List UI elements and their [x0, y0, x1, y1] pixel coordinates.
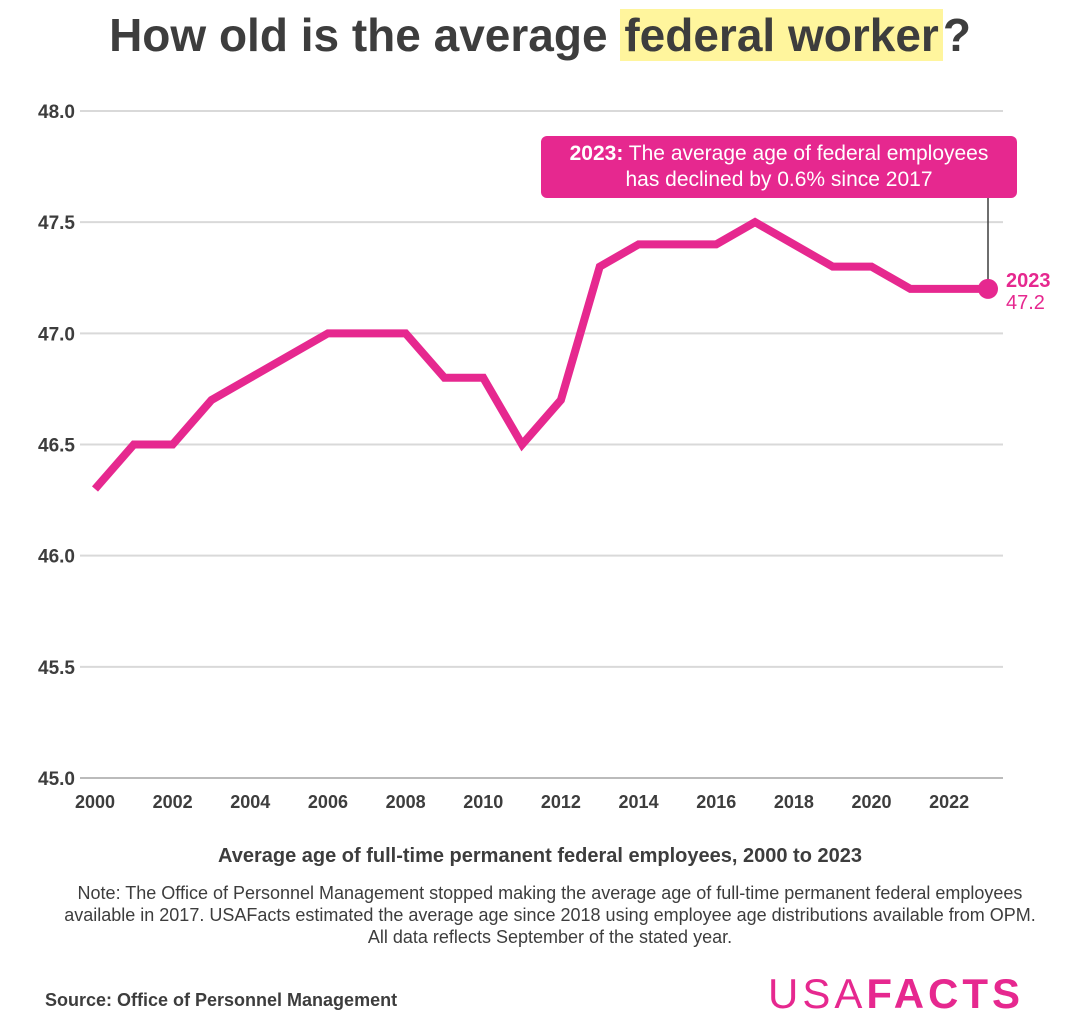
y-tick-label: 48.0 [38, 102, 75, 123]
x-tick-label: 2016 [696, 792, 736, 812]
x-tick-label: 2006 [308, 792, 348, 812]
x-tick-label: 2012 [541, 792, 581, 812]
y-tick-label: 45.0 [38, 769, 75, 790]
x-tick-label: 2010 [463, 792, 503, 812]
x-tick-label: 2020 [851, 792, 891, 812]
title-text: How old is the average [109, 9, 621, 61]
annotation-text: The average age of federal employees [628, 142, 989, 165]
line-chart: 45.0 45.5 46.0 46.5 47.0 47.5 48.0 2000 2002 200… [38, 102, 1051, 812]
source-text: Source: Office of Personnel Management [45, 990, 398, 1010]
annotation-box: 2023: The average age of federal employe… [541, 136, 1017, 198]
annotation-year: 2023: [569, 142, 624, 165]
chart-note: Note: The Office of Personnel Management… [64, 883, 1036, 947]
x-tick-label: 2000 [75, 792, 115, 812]
end-label-value: 47.2 [1006, 292, 1045, 314]
x-tick-label: 2008 [386, 792, 426, 812]
annotation-text-2: has declined by 0.6% since 2017 [625, 168, 933, 191]
series-line [91, 217, 988, 492]
x-tick-label: 2004 [230, 792, 270, 812]
x-tick-label: 2014 [619, 792, 659, 812]
x-tick-label: 2022 [929, 792, 969, 812]
y-tick-label: 46.5 [38, 436, 75, 457]
usafacts-logo: USAFACTS [768, 970, 1025, 1017]
x-tick-label: 2018 [774, 792, 814, 812]
title-end: ? [942, 9, 971, 61]
chart-title: How old is the average federal worker? [0, 8, 1080, 62]
x-tick-label: 2002 [153, 792, 193, 812]
y-tick-label: 47.0 [38, 324, 75, 345]
y-tick-label: 47.5 [38, 213, 75, 234]
end-point-marker [978, 278, 998, 299]
title-highlight: federal worker [620, 9, 943, 61]
y-tick-label: 45.5 [38, 658, 75, 679]
end-label-year: 2023 [1006, 270, 1051, 292]
y-tick-label: 46.0 [38, 547, 75, 568]
chart-subtitle: Average age of full-time permanent feder… [218, 845, 862, 867]
